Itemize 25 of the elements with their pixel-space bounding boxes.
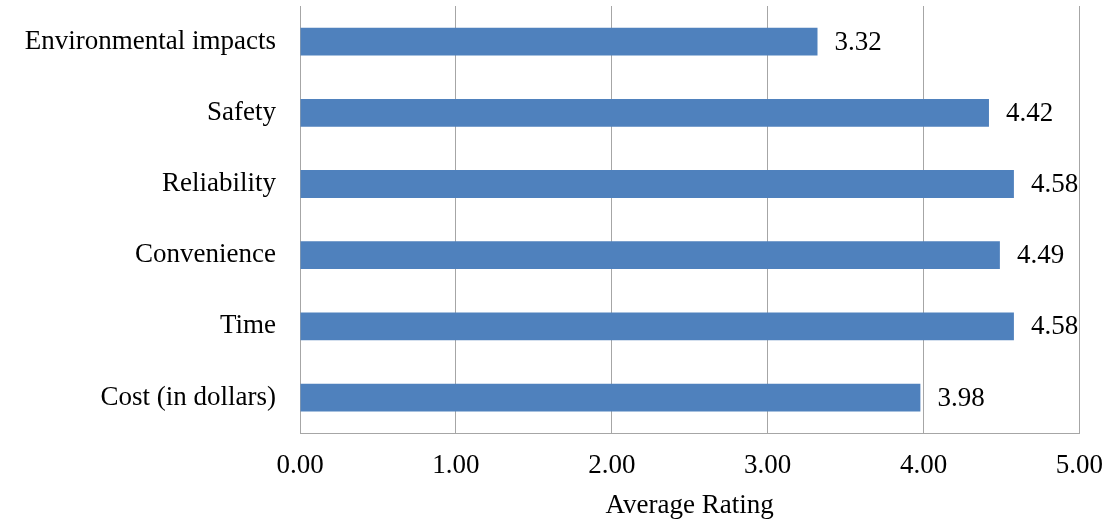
x-tick-label: 3.00 <box>744 449 792 480</box>
data-label: 4.58 <box>1030 168 1079 199</box>
data-label: 4.49 <box>1016 239 1065 270</box>
y-tick-label: Cost (in dollars) <box>100 380 276 411</box>
bar <box>300 27 818 56</box>
x-tick-label: 2.00 <box>588 449 636 480</box>
y-tick-label: Reliability <box>162 167 277 198</box>
x-tick-label: 0.00 <box>276 449 324 480</box>
data-label: 3.98 <box>937 381 985 412</box>
bar <box>300 312 1014 341</box>
bar <box>300 170 1014 198</box>
data-label: 4.58 <box>1030 310 1079 341</box>
y-tick-label: Safety <box>207 95 277 126</box>
x-tick-label: 4.00 <box>899 449 948 480</box>
data-label: 4.42 <box>1005 96 1054 127</box>
x-tick-label: 5.00 <box>1055 449 1103 480</box>
y-tick-label: Time <box>219 309 277 340</box>
bar <box>300 383 921 412</box>
bar <box>300 98 989 127</box>
x-axis-title: Average Rating <box>605 488 774 519</box>
y-tick-label: Environmental impacts <box>24 24 276 55</box>
y-tick-label: Convenience <box>135 238 277 269</box>
data-label: 3.32 <box>834 25 882 56</box>
bar <box>300 241 1000 270</box>
x-tick-label: 1.00 <box>432 449 480 480</box>
